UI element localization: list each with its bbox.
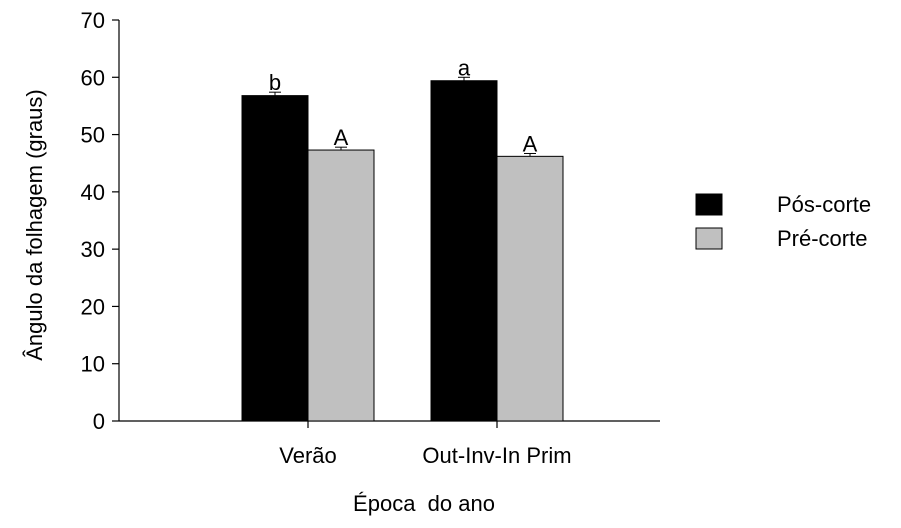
y-tick-label: 10 (81, 352, 105, 377)
significance-label: A (523, 131, 538, 156)
bar (241, 95, 309, 422)
labels: b Aa A (269, 55, 538, 156)
y-tick-label: 0 (93, 409, 105, 434)
legend-swatch (695, 227, 723, 250)
y-tick-label: 70 (81, 8, 105, 33)
x-tick-label: Out-Inv-In Prim (422, 443, 571, 468)
bar (496, 155, 564, 422)
legend: Pós-corte Pré-corte (695, 192, 871, 251)
y-tick-label: 50 (81, 123, 105, 148)
x-axis-title: Época do ano (353, 491, 495, 516)
bar (430, 80, 498, 422)
y-tick-label: 20 (81, 294, 105, 319)
significance-label: a (458, 55, 471, 80)
significance-label: b (269, 70, 281, 95)
y-tick-label: 60 (81, 65, 105, 90)
bars (241, 76, 564, 422)
y-tick-label: 30 (81, 237, 105, 262)
legend-label: Pré-corte (777, 226, 867, 251)
y-axis-title: Ângulo da folhagem (graus) (22, 89, 47, 361)
y-tick-label: 40 (81, 180, 105, 205)
axes: 0 10 20 30 40 50 60 70 Verão Out-Inv-In Prim (81, 8, 660, 468)
bar (307, 149, 375, 422)
x-tick-label: Verão (279, 443, 337, 468)
legend-swatch (695, 193, 723, 216)
significance-label: A (334, 125, 349, 150)
legend-label: Pós-corte (777, 192, 871, 217)
